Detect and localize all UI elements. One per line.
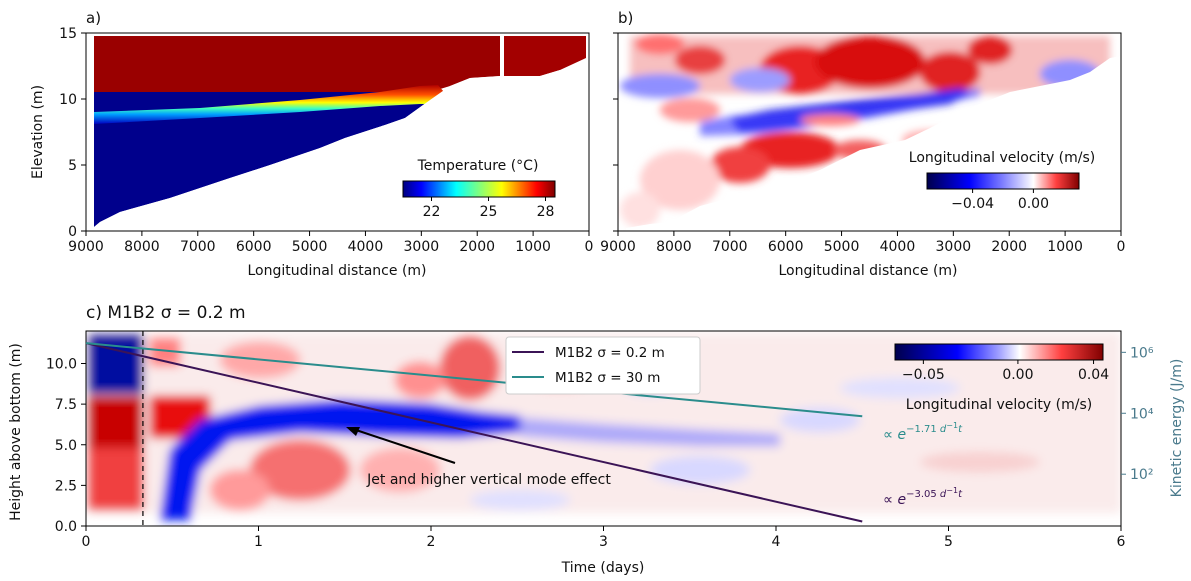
colorbar-tick-label: −0.05 — [902, 367, 945, 383]
right-tick-label: 10⁴ — [1130, 406, 1154, 422]
y-tick-label: 0.0 — [55, 519, 77, 535]
y-tick-label: 10 — [59, 92, 77, 108]
x-tick-label: 5000 — [824, 239, 860, 255]
colorbar-tick-label: 28 — [537, 204, 555, 220]
colorbar-tick-label: 0.04 — [1078, 367, 1109, 383]
y-tick-label: 5.0 — [55, 438, 77, 454]
x-tick-label: 7000 — [712, 239, 748, 255]
panel-c-label: c) — [86, 303, 102, 323]
annotation-text: Jet and higher vertical mode effect — [366, 472, 611, 488]
legend-entry-30m: M1B2 σ = 30 m — [555, 370, 660, 386]
colorbar-tick-label: 25 — [480, 204, 498, 220]
colorbar-tick-label: −0.04 — [951, 196, 994, 212]
kinetic-energy-lines — [85, 342, 863, 523]
x-tick-label: 1000 — [515, 239, 551, 255]
panel-a-colorbar-label: Temperature (°C) — [417, 158, 539, 174]
colorbar-tick-label: 0.00 — [1002, 367, 1033, 383]
annotation: Jet and higher vertical mode effect — [346, 427, 611, 488]
panel-c-title: c) M1B2 σ = 0.2 m — [86, 303, 246, 323]
y-tick-label: 5 — [68, 158, 77, 174]
x-tick-label: 7000 — [180, 239, 216, 255]
panel-c-right-ticks: 10² 10⁴ 10⁶ — [1121, 345, 1154, 483]
x-tick-label: 6000 — [236, 239, 272, 255]
series-line-0 — [85, 342, 863, 523]
legend: M1B2 σ = 0.2 m M1B2 σ = 30 m — [505, 336, 701, 395]
x-tick-label: 1000 — [1047, 239, 1083, 255]
panel-a-frame — [85, 32, 590, 232]
panel-c-title-text: M1B2 σ = 0.2 m — [107, 303, 245, 323]
x-tick-label: 0 — [1117, 239, 1126, 255]
y-tick-label: 10.0 — [46, 357, 77, 373]
x-tick-label: 5 — [944, 534, 953, 550]
colorbar-tick-label: 22 — [423, 204, 441, 220]
x-tick-label: 8000 — [124, 239, 160, 255]
x-tick-label: 4 — [772, 534, 781, 550]
panel-c-y-label: Height above bottom (m) — [8, 343, 24, 521]
x-tick-label: 9000 — [600, 239, 636, 255]
x-tick-label: 0 — [82, 534, 91, 550]
panel-a: a) 9000 8000 7000 6000 5000 4000 3000 2000 1000 0… — [30, 9, 593, 279]
panel-b-colorbar: Longitudinal velocity (m/s) −0.04 0.00 — [909, 150, 1095, 212]
panel-c-y-ticks: 0.0 2.5 5.0 7.5 10.0 — [46, 357, 86, 535]
panel-c-x-label: Time (days) — [561, 560, 645, 576]
x-tick-label: 2000 — [459, 239, 495, 255]
y-tick-label: 0 — [68, 224, 77, 240]
panel-a-y-ticks: 0 5 10 15 — [59, 26, 86, 240]
temperature-field — [94, 36, 586, 231]
y-tick-label: 2.5 — [55, 478, 77, 494]
x-tick-label: 3000 — [936, 239, 972, 255]
x-tick-label: 4000 — [348, 239, 384, 255]
x-tick-label: 5000 — [292, 239, 328, 255]
x-tick-label: 9000 — [68, 239, 104, 255]
x-tick-label: 6 — [1117, 534, 1126, 550]
right-tick-label: 10⁶ — [1130, 345, 1154, 361]
panel-b-colorbar-label: Longitudinal velocity (m/s) — [909, 150, 1095, 166]
panel-a-colorbar: Temperature (°C) 22 25 28 — [402, 158, 556, 220]
thermocline-band — [94, 85, 444, 124]
x-tick-label: 1 — [254, 534, 263, 550]
panel-a-y-label: Elevation (m) — [30, 85, 46, 179]
x-tick-label: 0 — [585, 239, 594, 255]
x-tick-label: 3000 — [404, 239, 440, 255]
panel-a-label: a) — [86, 9, 101, 27]
panel-c: c) M1B2 σ = 0.2 m 0 1 2 3 4 5 6 0.0 2.5 5.0 7.5 10… — [8, 303, 1185, 576]
panel-b-x-ticks: 9000 8000 7000 6000 5000 4000 3000 2000 1000 0 — [600, 231, 1125, 255]
panel-a-x-label: Longitudinal distance (m) — [247, 263, 426, 279]
x-tick-label: 8000 — [656, 239, 692, 255]
x-tick-label: 2000 — [991, 239, 1027, 255]
y-tick-label: 7.5 — [55, 397, 77, 413]
panel-b-label: b) — [618, 9, 633, 27]
panel-b-x-label: Longitudinal distance (m) — [778, 263, 957, 279]
x-tick-label: 2 — [427, 534, 436, 550]
y-tick-label: 15 — [59, 26, 77, 42]
legend-entry-02m: M1B2 σ = 0.2 m — [555, 345, 665, 361]
panel-c-right-label: Kinetic energy (J/m) — [1169, 359, 1185, 498]
right-tick-label: 10² — [1130, 467, 1153, 483]
panel-c-colorbar: −0.05 0.00 0.04 Longitudinal velocity (m/s… — [894, 343, 1109, 413]
series-line-1 — [85, 342, 863, 418]
panel-b-frame — [617, 32, 1122, 232]
velocity-field-b — [618, 33, 1121, 231]
colorbar-tick-label: 0.00 — [1018, 196, 1049, 212]
panel-c-x-ticks: 0 1 2 3 4 5 6 — [82, 526, 1126, 550]
panel-b: b) 9000 8000 7000 6000 5000 4000 3000 2000 1000 0… — [600, 9, 1125, 279]
x-tick-label: 6000 — [768, 239, 804, 255]
x-tick-label: 4000 — [880, 239, 916, 255]
x-tick-label: 3 — [599, 534, 608, 550]
panel-b-y-ticks — [613, 32, 618, 232]
panel-a-x-ticks: 9000 8000 7000 6000 5000 4000 3000 2000 1000 0 — [68, 231, 593, 255]
panel-c-colorbar-label: Longitudinal velocity (m/s) — [906, 397, 1092, 413]
